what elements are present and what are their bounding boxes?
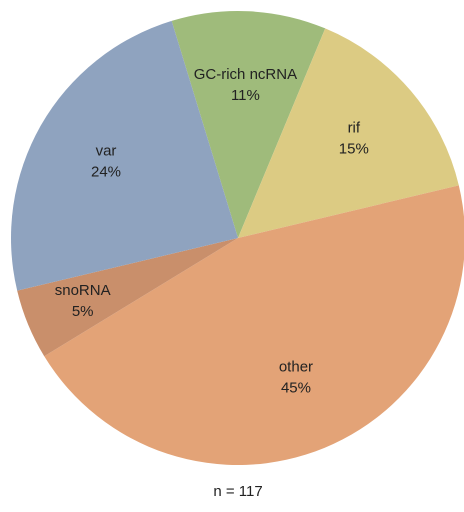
slice-value: 15% [339, 140, 369, 157]
slice-label: rif [348, 119, 361, 136]
slice-value: 5% [72, 303, 94, 320]
caption: n = 117 [213, 483, 262, 500]
slice-label: GC-rich ncRNA [194, 66, 297, 83]
slice-label: other [279, 359, 313, 376]
slice-value: 45% [281, 380, 311, 397]
slice-value: 11% [231, 87, 260, 104]
pie-slice [238, 28, 459, 239]
slice-value: 24% [91, 163, 121, 180]
slice-label: snoRNA [55, 282, 111, 299]
pie-slice [44, 185, 464, 465]
slice-label: var [96, 142, 117, 159]
pie-slice [17, 238, 239, 357]
pie-slice [171, 11, 326, 238]
pie-slice [11, 20, 239, 291]
